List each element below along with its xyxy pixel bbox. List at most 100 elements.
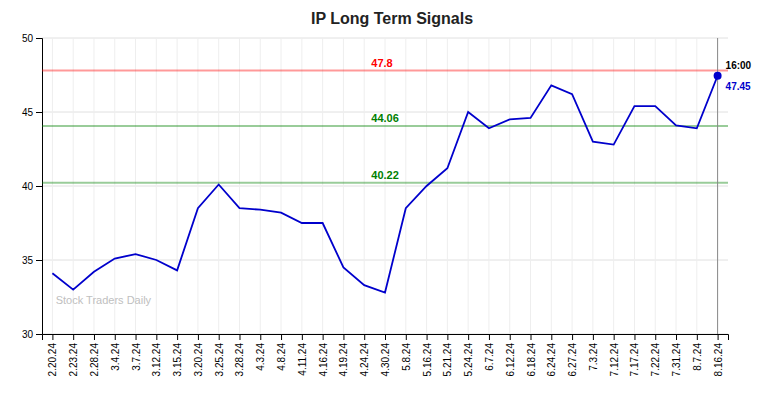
x-tick-mark bbox=[177, 334, 178, 340]
grid-line-x bbox=[260, 38, 261, 334]
x-tick-mark bbox=[239, 334, 240, 340]
grid-line-x bbox=[322, 38, 323, 334]
x-tick-label: 8.7.24 bbox=[692, 343, 703, 371]
grid-line-x bbox=[447, 38, 448, 334]
grid-line-x bbox=[114, 38, 115, 334]
x-tick: 3.7.24 bbox=[131, 334, 142, 371]
x-tick-mark bbox=[94, 334, 95, 340]
x-tick-label: 3.15.24 bbox=[172, 343, 183, 377]
grid-line-x bbox=[52, 38, 53, 334]
x-tick: 4.24.24 bbox=[359, 334, 370, 376]
x-tick-mark bbox=[468, 334, 469, 340]
x-tick-label: 5.21.24 bbox=[442, 343, 453, 377]
x-tick-label: 4.11.24 bbox=[297, 343, 308, 376]
x-tick: 7.31.24 bbox=[671, 334, 682, 376]
grid-line-x bbox=[156, 38, 157, 334]
grid-line-x bbox=[281, 38, 282, 334]
y-axis-line bbox=[36, 39, 43, 335]
x-tick-mark bbox=[156, 334, 157, 340]
annotations: 47.844.0640.2216:0047.45Stock Traders Da… bbox=[56, 57, 752, 307]
x-tick-mark bbox=[614, 334, 615, 340]
y-tick: 40 bbox=[22, 181, 42, 192]
x-tick-mark bbox=[260, 334, 261, 340]
grid-line-x bbox=[509, 38, 510, 334]
x-tick: 2.20.24 bbox=[47, 334, 58, 376]
series-line bbox=[52, 76, 717, 293]
x-tick-mark bbox=[510, 334, 511, 340]
x-tick-mark bbox=[593, 334, 594, 340]
grid-line-x bbox=[468, 38, 469, 334]
x-tick-mark bbox=[676, 334, 677, 340]
x-tick-mark bbox=[323, 334, 324, 340]
y-tick-label: 50 bbox=[22, 33, 34, 44]
x-tick: 3.15.24 bbox=[172, 334, 183, 376]
x-tick: 2.28.24 bbox=[89, 334, 100, 376]
y-axis: 30 35 40 45 50 bbox=[22, 33, 43, 340]
y-tick-mark bbox=[36, 112, 42, 113]
x-tick: 7.3.24 bbox=[588, 334, 599, 371]
x-tick: 5.21.24 bbox=[442, 334, 453, 376]
x-tick-mark bbox=[427, 334, 428, 340]
x-axis-line bbox=[43, 335, 729, 341]
last-point-line bbox=[717, 38, 718, 334]
y-tick-mark bbox=[36, 260, 42, 261]
grid-line-x bbox=[696, 38, 697, 334]
x-tick-mark bbox=[447, 334, 448, 340]
y-tick: 50 bbox=[22, 33, 42, 44]
end-value-label: 47.45 bbox=[726, 81, 751, 92]
y-tick-label: 45 bbox=[22, 107, 34, 118]
end-time-label: 16:00 bbox=[726, 60, 752, 71]
x-tick: 7.22.24 bbox=[650, 334, 661, 376]
x-tick: 8.7.24 bbox=[692, 334, 703, 371]
reference-line bbox=[42, 70, 728, 72]
x-tick-mark bbox=[219, 334, 220, 340]
x-tick-label: 4.16.24 bbox=[318, 343, 329, 377]
x-tick-label: 5.8.24 bbox=[401, 343, 412, 371]
reference-label: 47.8 bbox=[371, 57, 392, 69]
x-tick-label: 4.24.24 bbox=[359, 343, 370, 377]
x-tick-label: 7.17.24 bbox=[629, 343, 640, 377]
x-tick: 2.23.24 bbox=[68, 334, 79, 376]
watermark: Stock Traders Daily bbox=[56, 294, 152, 306]
plot-area: 30 35 40 45 50 2.20.24 2.23.24 2.28.24 3.4.24 3.7… bbox=[22, 33, 752, 377]
x-tick-mark bbox=[343, 334, 344, 340]
grid-line-x bbox=[551, 38, 552, 334]
x-tick-label: 3.7.24 bbox=[131, 343, 142, 371]
x-tick: 3.20.24 bbox=[193, 334, 204, 376]
y-tick-label: 30 bbox=[22, 329, 34, 340]
x-tick-mark bbox=[115, 334, 116, 340]
x-tick-label: 3.25.24 bbox=[214, 343, 225, 377]
x-tick-label: 3.20.24 bbox=[193, 343, 204, 377]
x-tick-mark bbox=[52, 334, 53, 340]
x-tick-label: 6.7.24 bbox=[484, 343, 495, 371]
x-tick: 3.25.24 bbox=[214, 334, 225, 376]
x-tick: 4.3.24 bbox=[255, 334, 266, 371]
x-tick-label: 7.3.24 bbox=[588, 343, 599, 371]
x-tick-mark bbox=[551, 334, 552, 340]
x-tick-mark bbox=[531, 334, 532, 340]
x-tick-mark bbox=[136, 334, 137, 340]
grid-line-x bbox=[592, 38, 593, 334]
reference-label: 44.06 bbox=[371, 112, 399, 124]
x-tick-mark bbox=[718, 334, 719, 340]
x-tick-label: 3.4.24 bbox=[110, 343, 121, 371]
x-tick-mark bbox=[406, 334, 407, 340]
x-tick-label: 2.23.24 bbox=[68, 343, 79, 377]
y-tick: 35 bbox=[22, 255, 42, 266]
x-tick: 4.19.24 bbox=[338, 334, 349, 376]
grid-line-x bbox=[405, 38, 406, 334]
x-tick-label: 6.12.24 bbox=[505, 343, 516, 377]
x-axis: 2.20.24 2.23.24 2.28.24 3.4.24 3.7.24 3.12.24… bbox=[43, 334, 729, 376]
x-tick-label: 4.19.24 bbox=[338, 343, 349, 377]
x-tick-label: 7.12.24 bbox=[609, 343, 620, 377]
grid-line-x bbox=[343, 38, 344, 334]
grid-line-x bbox=[239, 38, 240, 334]
grid-line-x bbox=[634, 38, 635, 334]
x-tick: 6.24.24 bbox=[546, 334, 557, 376]
x-tick: 3.12.24 bbox=[151, 334, 162, 376]
x-tick-mark bbox=[697, 334, 698, 340]
x-tick-mark bbox=[302, 334, 303, 340]
x-tick: 6.12.24 bbox=[505, 334, 516, 376]
x-tick: 4.11.24 bbox=[297, 334, 308, 376]
x-tick-mark bbox=[73, 334, 74, 340]
